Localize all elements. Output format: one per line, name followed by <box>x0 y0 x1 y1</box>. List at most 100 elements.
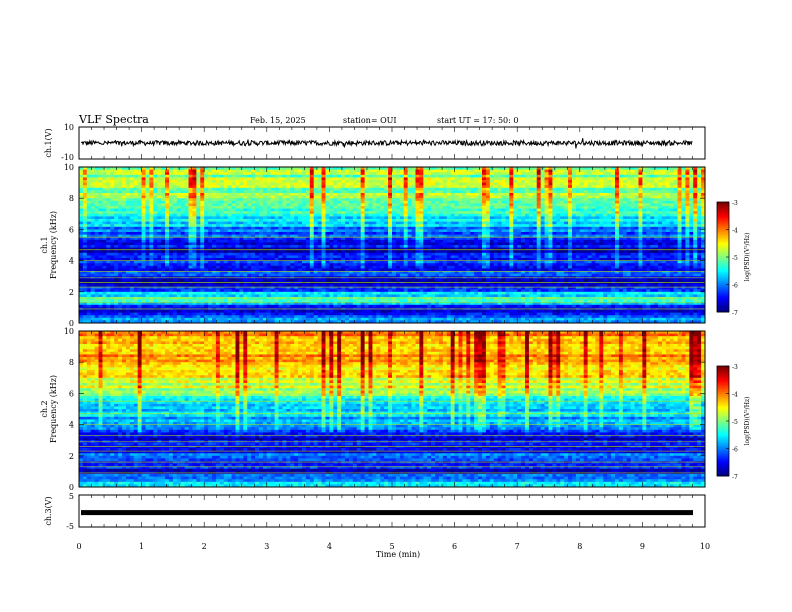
spectrogram-cell <box>157 317 162 321</box>
spectrogram-cell <box>337 291 342 295</box>
spectrogram-cell <box>372 278 377 282</box>
spectrogram-cell <box>145 310 150 313</box>
spectrogram-cell <box>372 167 377 170</box>
spectrogram-cell <box>90 294 96 298</box>
spectrogram-cell <box>278 247 283 251</box>
spectrogram-cell <box>290 286 295 290</box>
spectrogram-cell <box>384 250 389 254</box>
spectrogram-cell <box>122 258 127 261</box>
spectrogram-cell <box>180 281 186 285</box>
spectrogram-cell <box>141 195 146 199</box>
spectrogram-cell <box>231 190 236 194</box>
spectrogram-cell <box>247 250 252 254</box>
spectrogram-cell <box>125 193 131 196</box>
spectrogram-cell <box>262 271 268 274</box>
spectrogram-cell <box>118 200 123 204</box>
spectrogram-cell <box>110 239 115 243</box>
spectrogram-cell <box>317 317 322 321</box>
spectrogram-cell <box>278 250 283 254</box>
spectrogram-cell <box>329 182 334 186</box>
spectrogram-cell <box>286 177 291 181</box>
spectrogram-cell <box>176 278 182 282</box>
spectrogram-cell <box>192 229 197 233</box>
spectrogram-cell <box>215 250 221 254</box>
spectrogram-cell <box>352 232 358 235</box>
spectrogram-cell <box>309 317 315 321</box>
spectrogram-cell <box>348 304 354 308</box>
spectrogram-cell <box>192 302 197 306</box>
spectrogram-cell <box>239 226 244 230</box>
spectrogram-cell <box>243 234 248 238</box>
spectrogram-cell <box>298 237 303 241</box>
spectrogram-cell <box>94 232 99 235</box>
spectrogram-cell <box>235 239 240 243</box>
spectrogram-cell <box>204 299 209 303</box>
spectrogram-cell <box>247 193 252 196</box>
spectrogram-cell <box>215 302 221 306</box>
spectrogram-cell <box>255 299 260 303</box>
spectrogram-cell <box>149 200 154 204</box>
spectrogram-cell <box>305 193 311 196</box>
spectrogram-cell <box>165 226 170 230</box>
spectrogram-cell <box>333 312 338 316</box>
spectrogram-cell <box>102 247 107 251</box>
spectrogram-cell <box>341 200 346 204</box>
spectrogram-cell <box>325 219 330 222</box>
spectrogram-cell <box>94 185 99 189</box>
spectrogram-cell <box>321 224 326 228</box>
spectrogram-cell <box>192 286 197 290</box>
spectrogram-cell <box>168 190 174 194</box>
spectrogram-cell <box>262 169 268 173</box>
spectrogram-cell <box>333 284 338 287</box>
spectrogram-cell <box>157 219 162 222</box>
spectrogram-cell <box>384 284 389 287</box>
spectrogram-cell <box>102 291 107 295</box>
spectrogram-cell <box>141 242 146 246</box>
spectrogram-cell <box>360 245 366 248</box>
spectrogram-cell <box>251 291 256 295</box>
spectrogram-cell <box>262 294 268 298</box>
spectrogram-cell <box>290 234 295 238</box>
spectrogram-cell <box>360 234 366 238</box>
spectrogram-cell <box>235 200 240 204</box>
spectrogram-cell <box>208 167 213 170</box>
spectrogram-cell <box>274 174 279 178</box>
spectrogram-cell <box>219 284 225 287</box>
spectrogram-cell <box>172 193 178 196</box>
spectrogram-cell <box>356 198 362 202</box>
spectrogram-cell <box>290 239 295 243</box>
spectrogram-cell <box>82 174 88 178</box>
spectrogram-cell <box>106 315 111 319</box>
spectrogram-cell <box>82 299 88 303</box>
spectrogram-cell <box>286 185 291 189</box>
spectrogram-cell <box>200 315 205 319</box>
spectrogram-cell <box>372 299 377 303</box>
spectrogram-cell <box>114 310 119 313</box>
spectrogram-cell <box>372 286 377 290</box>
spectrogram-cell <box>255 247 260 251</box>
spectrogram-cell <box>235 203 240 207</box>
spectrogram-cell <box>286 273 291 277</box>
spectrogram-cell <box>86 304 92 308</box>
spectrogram-cell <box>188 252 193 256</box>
spectrogram-cell <box>278 239 283 243</box>
spectrogram-cell <box>106 273 111 277</box>
spectrogram-cell <box>282 190 287 194</box>
spectrogram-cell <box>329 255 334 259</box>
spectrogram-cell <box>137 211 142 215</box>
spectrogram-cell <box>133 234 139 238</box>
spectrogram-cell <box>341 211 346 215</box>
spectrogram-cell <box>79 203 84 207</box>
spectrogram-cell <box>188 172 193 176</box>
spectrogram-cell <box>286 278 291 282</box>
spectrogram-cell <box>227 187 232 191</box>
spectrogram-cell <box>129 211 135 215</box>
spectrogram-cell <box>149 284 154 287</box>
spectrogram-cell <box>137 167 142 170</box>
spectrogram-cell <box>153 190 158 194</box>
spectrogram-cell <box>208 234 213 238</box>
spectrogram-cell <box>317 182 322 186</box>
spectrogram-cell <box>325 190 330 194</box>
spectrogram-cell <box>372 317 377 321</box>
spectrogram-cell <box>208 224 213 228</box>
